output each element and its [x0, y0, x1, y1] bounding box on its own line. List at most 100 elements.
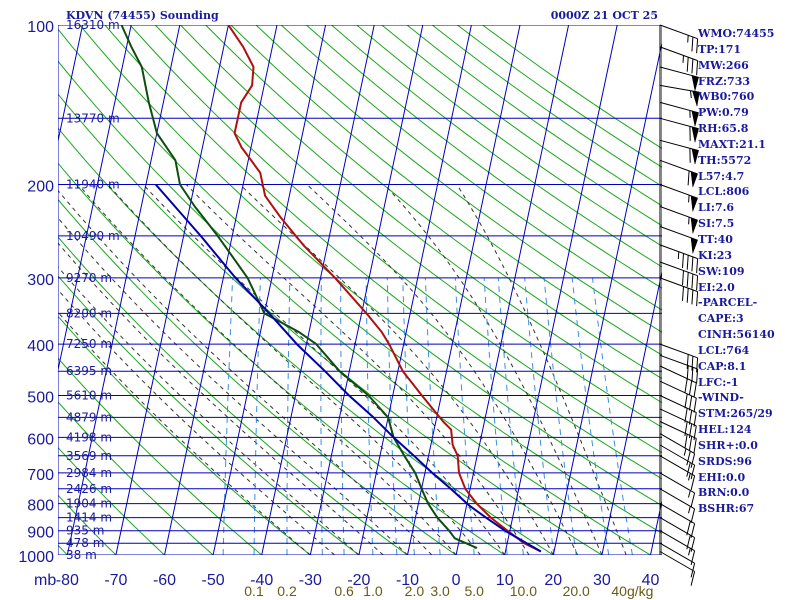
isotherm-line: [358, 25, 472, 555]
isotherm-line: [601, 269, 662, 555]
isotherm-line: [212, 25, 327, 555]
wind-barb: [659, 184, 698, 212]
index-entry: WB0:760: [698, 90, 755, 104]
isotherm-line: [455, 25, 570, 555]
mixing-ratio-label: 0.2: [277, 583, 297, 599]
mixing-ratio-line: [543, 277, 577, 555]
index-entry: BRN:0.0: [698, 486, 750, 500]
parcel-profile: [154, 183, 542, 553]
wind-barb: [659, 244, 699, 274]
temperature-tick-label: 30: [593, 572, 611, 589]
mixing-ratio-line: [320, 277, 323, 555]
height-label: 2984 m: [66, 466, 112, 480]
height-label: 4879 m: [66, 410, 112, 424]
index-entry: CAP:8.1: [698, 359, 747, 373]
index-entry: L57:4.7: [698, 169, 745, 183]
height-label: 6395 m: [66, 364, 112, 378]
pressure-tick-label: 200: [27, 179, 54, 196]
moist-adiabat: [306, 184, 579, 555]
isotherm-line: [164, 25, 278, 555]
wind-barb: [659, 354, 699, 384]
index-entry: LCL:806: [698, 185, 750, 199]
isotherm-line: [552, 40, 662, 555]
height-label: 7250 m: [66, 337, 112, 351]
isotherm-line: [309, 25, 424, 555]
dewpoint-profile: [120, 25, 478, 549]
wind-barb: [659, 380, 697, 413]
temperature-tick-label: 40: [642, 572, 660, 589]
wind-barb: [659, 84, 700, 107]
wind-barb: [659, 101, 699, 127]
index-entry: LFC:-1: [698, 375, 739, 389]
index-entry: -WIND-: [698, 391, 744, 405]
wind-barb: [659, 395, 697, 427]
height-label: 8200 m: [66, 306, 112, 320]
height-label: 9270 m: [66, 271, 112, 285]
height-label: 38 m: [66, 548, 97, 562]
pressure-tick-label: 100: [27, 19, 54, 36]
wind-barb: [659, 542, 696, 578]
index-entry: TP:171: [698, 42, 742, 56]
index-entry: SI:7.5: [698, 217, 735, 231]
height-label: 1904 m: [66, 497, 112, 511]
wind-barb: [659, 421, 697, 453]
wind-barb: [659, 66, 699, 91]
wind-barb: [659, 139, 699, 165]
height-label: 16310 m: [66, 18, 120, 32]
index-entry: SHR+:0.0: [698, 438, 758, 452]
moist-adiabat: [456, 184, 627, 555]
mixing-ratio-label: 2.0: [405, 583, 425, 599]
height-label: 1414 m: [66, 511, 112, 525]
index-entry: EHI:0.0: [698, 470, 746, 484]
temperature-tick-label: -70: [104, 572, 127, 589]
isotherm-line: [66, 25, 181, 555]
pressure-tick-label: 900: [27, 525, 54, 542]
moist-adiabat: [58, 311, 311, 555]
index-entry: CINH:56140: [698, 328, 775, 342]
moist-adiabat: [58, 289, 335, 555]
profile-lines: [120, 25, 542, 553]
pressure-tick-label: 800: [27, 498, 54, 515]
temperature-tick-label: -50: [202, 572, 225, 589]
index-entry: WMO:74455: [698, 27, 775, 40]
wind-barb: [659, 444, 696, 480]
y-axis-unit-label: mb: [34, 572, 56, 589]
pressure-tick-label: 700: [27, 467, 54, 484]
index-entry: MAXT:21.1: [698, 137, 766, 151]
mixing-ratio-line: [340, 277, 345, 555]
grid-lines: [58, 25, 662, 555]
mixing-ratio-label: 10.0: [510, 583, 537, 599]
moist-adiabat: [185, 184, 530, 555]
mixing-ratio-line: [222, 277, 234, 555]
pressure-tick-label: 400: [27, 338, 54, 355]
index-entry: RH:65.8: [698, 122, 749, 136]
index-entry: -PARCEL-: [698, 296, 758, 310]
isotherm-line: [261, 25, 375, 555]
mixing-ratio-line: [286, 277, 291, 555]
index-entry: PW:0.79: [698, 106, 749, 120]
index-entry: CAPE:3: [698, 312, 744, 326]
moist-adiabat: [78, 184, 457, 555]
temperature-tick-label: -60: [153, 572, 176, 589]
height-label: 2426 m: [66, 482, 112, 496]
wind-barb: [659, 226, 698, 254]
moist-adiabat: [58, 217, 408, 555]
mixing-ratio-label: 0.1: [244, 583, 264, 599]
index-entry: EI:2.0: [698, 280, 735, 294]
mixing-ratio-label: 3.0: [430, 583, 450, 599]
wind-barbs: [659, 24, 700, 586]
wind-barb: [659, 159, 698, 188]
index-entry: STM:265/29: [698, 407, 773, 421]
temperature-tick-label: 10: [496, 572, 514, 589]
mixing-ratio-label: 5.0: [464, 583, 484, 599]
height-label: 10490 m: [66, 229, 120, 243]
dry-adiabat: [79, 25, 662, 507]
wind-barb: [659, 472, 696, 508]
index-entry: SRDS:96: [698, 454, 752, 468]
temperature-tick-label: 20: [544, 572, 562, 589]
wind-barb: [659, 551, 696, 586]
wind-barb: [659, 117, 699, 143]
index-entry: TT:40: [698, 232, 733, 246]
